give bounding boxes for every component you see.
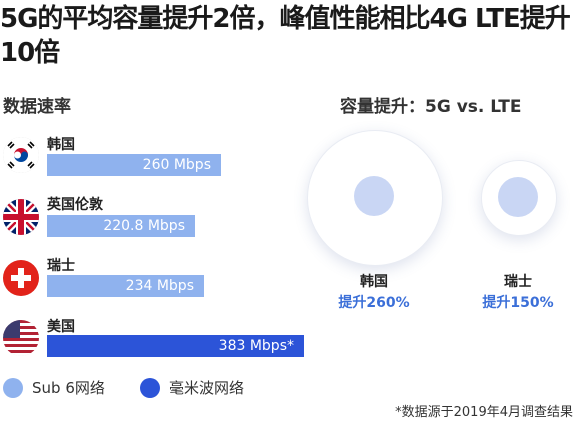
uk-flag-icon (3, 199, 39, 235)
bar-switzerland: 234 Mbps (47, 275, 204, 297)
bubble-korea-lte (354, 176, 394, 216)
legend-mmwave-label: 毫米波网络 (169, 379, 245, 397)
capacity-label-switzerland: 瑞士 (504, 274, 532, 290)
speed-section-title: 数据速率 (3, 97, 71, 117)
capacity-value-korea: 提升260% (338, 295, 410, 311)
usa-flag-icon (3, 320, 39, 356)
legend-mmwave-dot (140, 378, 160, 398)
capacity-label-korea: 韩国 (360, 274, 388, 290)
bar-korea: 260 Mbps (47, 154, 221, 176)
country-label-switzerland: 瑞士 (47, 258, 75, 274)
legend-sub6-label: Sub 6网络 (32, 379, 105, 397)
country-label-london: 英国伦敦 (47, 197, 103, 213)
footnote: *数据源于2019年4月调查结果 (395, 405, 573, 420)
south-korea-flag-icon (3, 137, 39, 173)
bar-usa: 383 Mbps* (47, 335, 304, 357)
capacity-section-title: 容量提升：5G vs. LTE (340, 97, 522, 117)
bubble-switzerland-lte (498, 177, 538, 217)
legend-sub6-dot (3, 378, 23, 398)
country-label-usa: 美国 (47, 319, 75, 335)
bar-london: 220.8 Mbps (47, 215, 195, 237)
country-label-korea: 韩国 (47, 137, 75, 153)
page-title: 5G的平均容量提升2倍，峰值性能相比4G LTE提升10倍 (0, 4, 571, 68)
switzerland-flag-icon (3, 260, 39, 296)
capacity-value-switzerland: 提升150% (482, 295, 554, 311)
